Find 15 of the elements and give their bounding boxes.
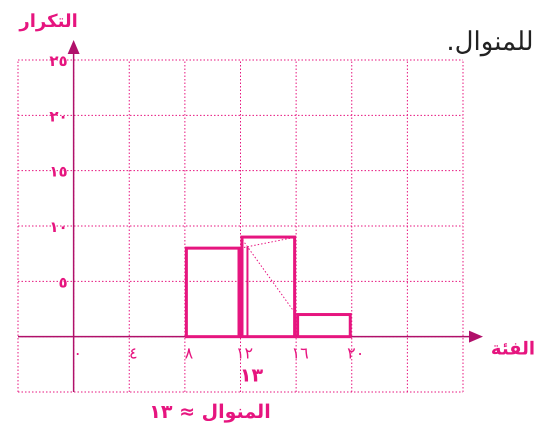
x-tick-label: ٨: [184, 344, 194, 363]
x-axis-title: الفئة: [490, 338, 536, 360]
annotation: ١٣: [240, 364, 264, 387]
y-tick-label: ١٥: [49, 162, 68, 181]
y-tick-label: ٥: [58, 273, 68, 292]
x-tick-label: ٤: [128, 344, 138, 363]
x-tick-label: ٠: [73, 344, 82, 363]
text: المنوال ≈ ١٣: [149, 401, 271, 423]
y-tick-label: ٢٥: [49, 52, 68, 70]
y-tick-label: ٢٠: [49, 107, 68, 126]
y-tick-label: ١٠: [49, 218, 68, 236]
chart-title: للمنوال.: [446, 27, 534, 57]
x-tick-label: ١٦: [292, 344, 309, 363]
y-axis-title: التكرار: [18, 11, 78, 32]
x-tick-label: ٢٠: [347, 344, 364, 363]
